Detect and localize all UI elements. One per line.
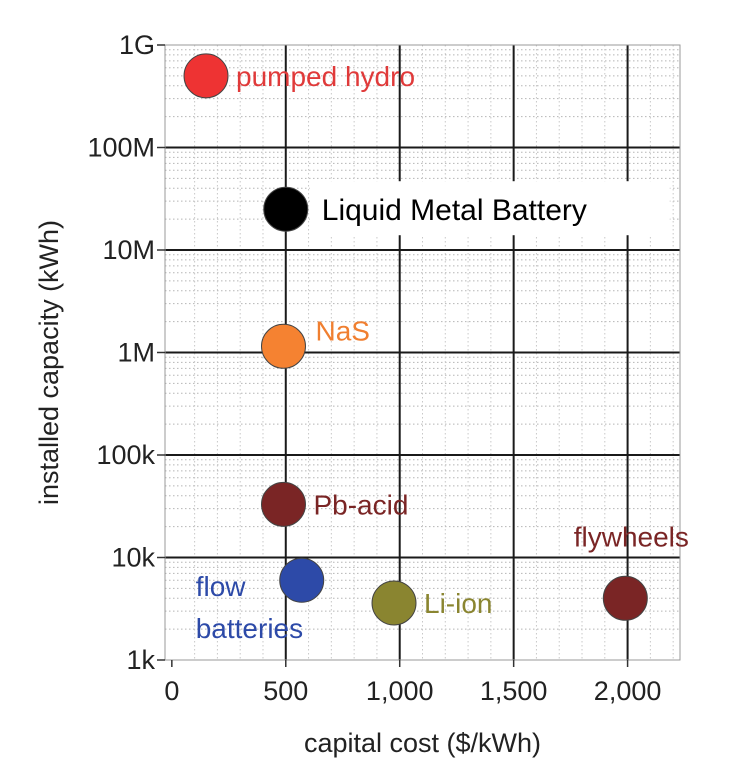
data-point-label: pumped hydro xyxy=(236,61,415,92)
y-tick-label: 1k xyxy=(126,645,155,675)
y-axis-ticks: 1k 10k 100k 1M 10M 100M 1G xyxy=(87,30,165,675)
y-tick-label: 1G xyxy=(119,30,155,60)
data-point-label: Pb-acid xyxy=(313,489,408,520)
data-point-label-line: flow xyxy=(196,571,247,602)
data-point xyxy=(279,557,325,603)
data-point-labels: pumped hydro Liquid Metal Battery NaS Pb-ac… xyxy=(196,61,689,644)
data-point xyxy=(183,53,229,99)
y-axis-label: installed capacity (kWh) xyxy=(34,220,64,505)
major-gridlines xyxy=(165,45,680,660)
data-point-label: Li-ion xyxy=(424,588,492,619)
data-point-label-line: batteries xyxy=(196,613,303,644)
y-tick-label: 1M xyxy=(117,338,155,368)
data-point-label: Liquid Metal Battery xyxy=(322,194,587,227)
data-point xyxy=(260,481,306,527)
data-point xyxy=(260,323,306,369)
x-tick-label: 1,000 xyxy=(366,676,434,706)
data-point-label: flywheels xyxy=(574,521,689,552)
label-background xyxy=(309,181,670,236)
y-tick-label: 100k xyxy=(96,440,155,470)
x-tick-label: 2,000 xyxy=(594,676,662,706)
data-point xyxy=(263,186,309,232)
y-tick-label: 10M xyxy=(102,235,155,265)
x-axis-ticks: 0 500 1,000 1,500 2,000 xyxy=(164,660,661,706)
y-tick-label: 100M xyxy=(87,133,155,163)
x-axis-label: capital cost ($/kWh) xyxy=(304,728,541,758)
data-points xyxy=(183,53,648,626)
data-point xyxy=(602,575,648,621)
x-tick-label: 1,500 xyxy=(480,676,548,706)
x-tick-label: 0 xyxy=(164,676,179,706)
y-tick-label: 10k xyxy=(111,543,155,573)
data-point-label: NaS xyxy=(315,315,369,346)
data-point-label: flow batteries xyxy=(196,571,303,644)
data-point xyxy=(371,580,417,626)
x-tick-label: 500 xyxy=(263,676,308,706)
